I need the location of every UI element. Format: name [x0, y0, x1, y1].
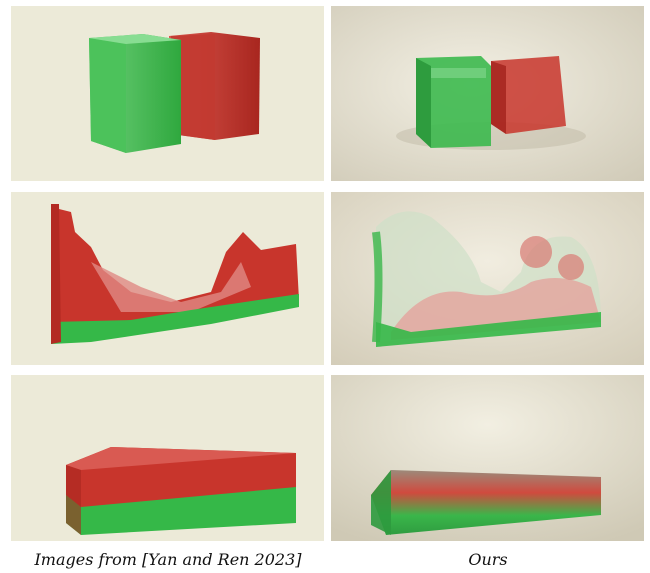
fluid-blocks-image — [331, 6, 644, 181]
sloshing-fluids-image — [11, 192, 324, 365]
sloshing-fluids-image — [331, 192, 644, 365]
caption-right: Ours — [468, 550, 508, 569]
panel-top-left — [11, 6, 324, 181]
fluid-blocks-image — [11, 6, 324, 181]
panel-middle-left — [11, 192, 324, 365]
panel-bottom-left — [11, 375, 324, 541]
panel-top-right — [331, 6, 644, 181]
settled-layers-image — [11, 375, 324, 541]
panel-middle-right — [331, 192, 644, 365]
panel-bottom-right — [331, 375, 644, 541]
settled-layers-image — [331, 375, 644, 541]
caption-left: Images from [Yan and Ren 2023] — [34, 550, 302, 569]
